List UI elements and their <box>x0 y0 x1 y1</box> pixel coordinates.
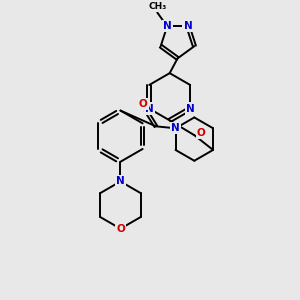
Text: CH₃: CH₃ <box>148 2 166 11</box>
Text: N: N <box>184 21 192 31</box>
Text: N: N <box>116 176 125 186</box>
Text: O: O <box>197 128 206 138</box>
Text: O: O <box>139 99 147 109</box>
Text: N: N <box>145 103 154 114</box>
Text: N: N <box>171 123 180 133</box>
Text: N: N <box>163 21 172 31</box>
Text: N: N <box>186 103 194 114</box>
Text: O: O <box>116 224 125 234</box>
